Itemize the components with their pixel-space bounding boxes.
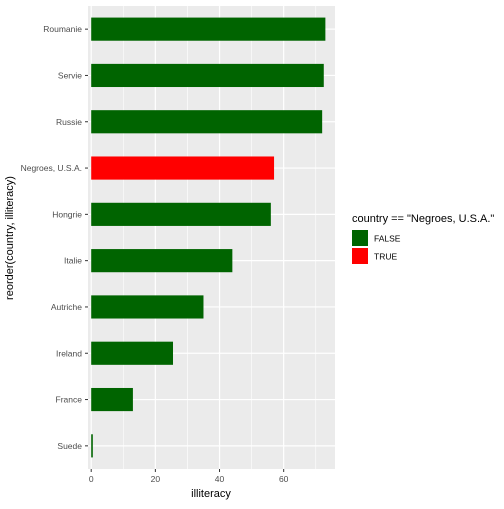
legend-key-true <box>352 248 368 264</box>
bar-russie <box>91 110 323 134</box>
legend-label-true: TRUE <box>374 252 397 262</box>
bar-autriche <box>91 295 204 319</box>
bar-france <box>91 387 133 412</box>
y-tick-label: France <box>56 395 83 405</box>
x-axis-title: illiteracy <box>191 488 231 500</box>
y-tick-label: Negroes, U.S.A. <box>21 163 82 173</box>
y-tick-label: Servie <box>58 70 82 80</box>
y-tick-label: Suede <box>57 441 82 451</box>
bar-hongrie <box>91 202 271 226</box>
bar-suede <box>91 434 93 458</box>
legend-title: country == "Negroes, U.S.A." <box>352 213 494 225</box>
bars <box>91 17 326 458</box>
x-axis: 0 20 40 60 <box>89 469 289 484</box>
y-tick-label: Roumanie <box>43 24 82 34</box>
x-tick-label: 0 <box>89 474 94 484</box>
legend: country == "Negroes, U.S.A." FALSE TRUE <box>352 213 494 264</box>
y-axis-title: reorder(country, illiteracy) <box>4 176 16 300</box>
bar-negroes-u-s-a <box>91 156 275 180</box>
x-tick-label: 40 <box>215 474 225 484</box>
x-tick-label: 20 <box>151 474 161 484</box>
bar-italie <box>91 249 233 273</box>
bar-roumanie <box>91 17 326 41</box>
legend-key-false <box>352 230 368 246</box>
y-tick-label: Autriche <box>51 302 82 312</box>
y-tick-label: Hongrie <box>52 209 82 219</box>
y-tick-label: Italie <box>64 256 82 266</box>
y-axis: Suede France Ireland Autriche Italie Hongrie N… <box>21 24 88 451</box>
bar-servie <box>91 63 324 88</box>
y-tick-label: Ireland <box>56 348 82 358</box>
bar-ireland <box>91 341 174 365</box>
x-tick-label: 60 <box>279 474 289 484</box>
y-tick-label: Russie <box>56 117 82 127</box>
legend-label-false: FALSE <box>374 234 401 244</box>
